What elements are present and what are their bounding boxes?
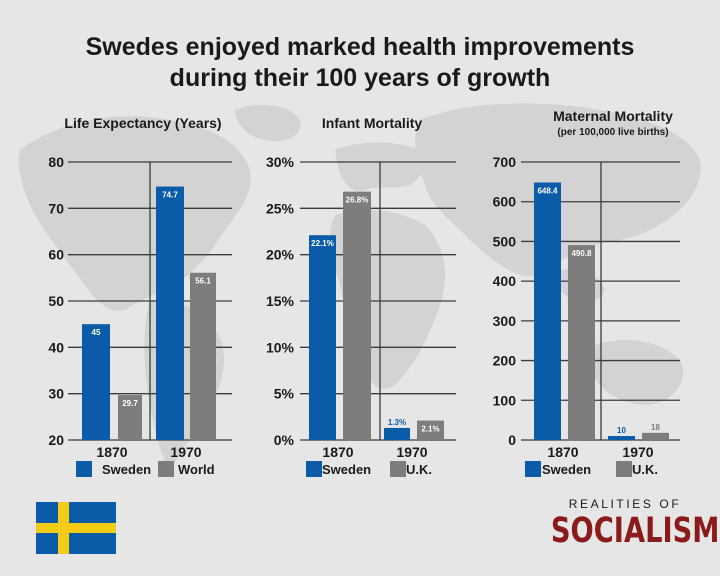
x-category-label: 1970 [170, 444, 201, 460]
legend-label: Sweden [542, 462, 591, 477]
legend-swatch [158, 461, 174, 477]
title-line-2: during their 100 years of growth [169, 64, 551, 92]
bar-sweden-1970 [156, 186, 184, 440]
bar-value-label: 56.1 [195, 277, 211, 286]
bar-sweden-1970 [384, 427, 410, 440]
bar-value-label: 26.8% [346, 196, 369, 205]
y-tick-label: 80 [48, 154, 64, 170]
bar-uk-1870 [343, 191, 371, 440]
y-tick-label: 300 [493, 313, 517, 329]
y-tick-label: 700 [493, 154, 517, 170]
y-tick-label: 0% [274, 432, 295, 448]
bar-sweden-1870 [534, 182, 561, 441]
bar-value-label: 10 [617, 426, 626, 435]
y-tick-label: 25% [266, 200, 295, 216]
bar-sweden-1970 [608, 436, 635, 440]
y-tick-label: 0 [508, 432, 516, 448]
y-tick-label: 400 [493, 273, 517, 289]
y-tick-label: 500 [493, 233, 517, 249]
title-line-1: Swedes enjoyed marked health improvement… [85, 33, 635, 61]
y-tick-label: 100 [493, 392, 517, 408]
legend-swatch [76, 461, 92, 477]
x-category-label: 1870 [547, 444, 578, 460]
y-tick-label: 5% [274, 386, 295, 402]
bar-sweden-1870 [82, 324, 110, 440]
bar-sweden-1870 [309, 235, 336, 440]
sweden-flag-icon [36, 502, 116, 554]
bar-value-label: 45 [92, 328, 101, 337]
bar-uk-1870 [568, 245, 595, 440]
x-category-label: 1870 [96, 444, 127, 460]
brand-logo: REALITIES OF SOCIALISM [530, 497, 720, 549]
legend-swatch [306, 461, 322, 477]
x-category-label: 1870 [322, 444, 353, 460]
legend-label: World [178, 462, 215, 477]
bar-value-label: 74.7 [162, 191, 178, 200]
bar-world-1970 [190, 272, 216, 440]
legend-label: U.K. [632, 462, 658, 477]
brand-bottom-text: SOCIALISM [550, 511, 720, 551]
y-tick-label: 15% [266, 293, 295, 309]
x-category-label: 1970 [622, 444, 653, 460]
brand-top-text: REALITIES OF [568, 497, 682, 511]
y-tick-label: 30 [48, 386, 64, 402]
chart-title-1: Life Expectancy (Years) [64, 115, 221, 131]
legend-label: Sweden [322, 462, 371, 477]
chart-title-3: Maternal Mortality [553, 108, 673, 124]
bar-uk-1970 [642, 432, 669, 440]
bar-value-label: 1.3% [388, 418, 406, 427]
chart-subtitle-3: (per 100,000 live births) [557, 127, 668, 138]
legend-label: Sweden [102, 462, 151, 477]
x-category-label: 1970 [396, 444, 427, 460]
bar-value-label: 18 [651, 423, 660, 432]
legend-label: U.K. [406, 462, 432, 477]
y-tick-label: 60 [48, 247, 64, 263]
bar-value-label: 29.7 [122, 399, 138, 408]
y-tick-label: 70 [48, 200, 64, 216]
bar-value-label: 490.8 [571, 249, 592, 258]
bar-value-label: 2.1% [421, 425, 439, 434]
legend-swatch [525, 461, 541, 477]
bar-value-label: 648.4 [537, 186, 558, 195]
legend-swatch [616, 461, 632, 477]
y-tick-label: 10% [266, 339, 295, 355]
y-tick-label: 20% [266, 247, 295, 263]
y-tick-label: 600 [493, 194, 517, 210]
y-tick-label: 40 [48, 339, 64, 355]
y-tick-label: 30% [266, 154, 295, 170]
y-tick-label: 20 [48, 432, 64, 448]
y-tick-label: 50 [48, 293, 64, 309]
y-tick-label: 200 [493, 353, 517, 369]
bar-world-1870 [118, 395, 142, 440]
bar-uk-1970 [417, 420, 444, 440]
main-title: Swedes enjoyed marked health improvement… [0, 32, 720, 94]
chart-title-2: Infant Mortality [322, 115, 423, 131]
legend-swatch [390, 461, 406, 477]
bar-value-label: 22.1% [311, 239, 334, 248]
